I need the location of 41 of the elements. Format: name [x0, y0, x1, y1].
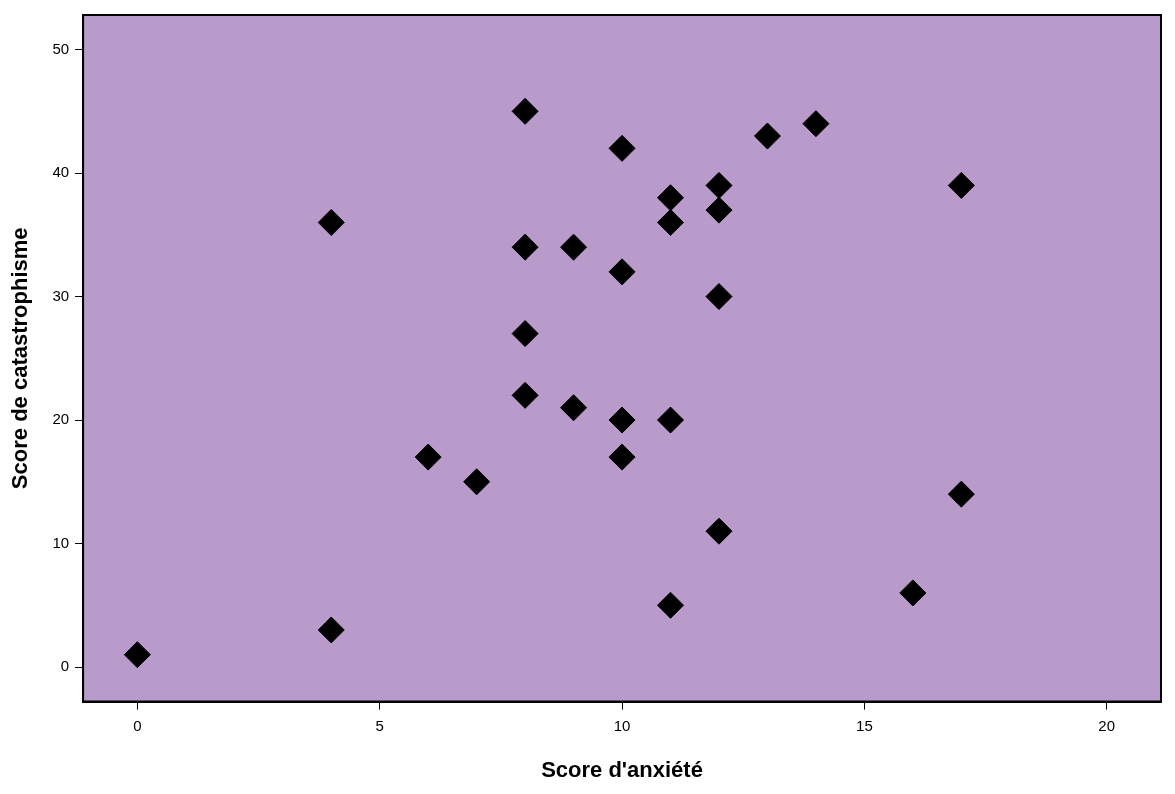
point: [608, 134, 636, 162]
point: [947, 480, 975, 508]
point: [608, 406, 636, 434]
point: [657, 208, 685, 236]
point: [511, 233, 539, 261]
point: [657, 406, 685, 434]
point: [511, 97, 539, 125]
y-tick-label: 50: [52, 39, 70, 57]
point: [608, 258, 636, 286]
point: [414, 443, 442, 471]
point: [560, 394, 588, 422]
point: [705, 517, 733, 545]
point: [317, 616, 345, 644]
point: [705, 283, 733, 311]
y-tick-label: 20: [52, 410, 70, 428]
y-tick-label: 10: [52, 533, 70, 551]
point: [463, 468, 491, 496]
point: [753, 122, 781, 150]
point: [802, 110, 830, 138]
y-tick-label: 0: [60, 657, 70, 675]
x-tick-label: 15: [856, 716, 873, 734]
y-tick-label: 30: [52, 286, 70, 304]
x-tick-label: 20: [1098, 716, 1116, 734]
y-axis-title: Score de catastrophisme: [7, 227, 33, 490]
point: [705, 171, 733, 199]
x-tick-label: 10: [613, 716, 631, 734]
point: [899, 579, 927, 607]
point: [947, 171, 975, 199]
point: [705, 196, 733, 224]
x-tick-label: 5: [375, 716, 384, 734]
point: [560, 233, 588, 261]
y-tick-label: 40: [52, 163, 70, 181]
point: [657, 591, 685, 619]
point: [123, 641, 151, 669]
x-tick-label: 0: [133, 716, 142, 734]
point: [657, 184, 685, 212]
point: [317, 208, 345, 236]
point: [608, 443, 636, 471]
point: [511, 320, 539, 348]
point: [511, 381, 539, 409]
x-axis-title: Score d'anxiété: [541, 756, 703, 782]
